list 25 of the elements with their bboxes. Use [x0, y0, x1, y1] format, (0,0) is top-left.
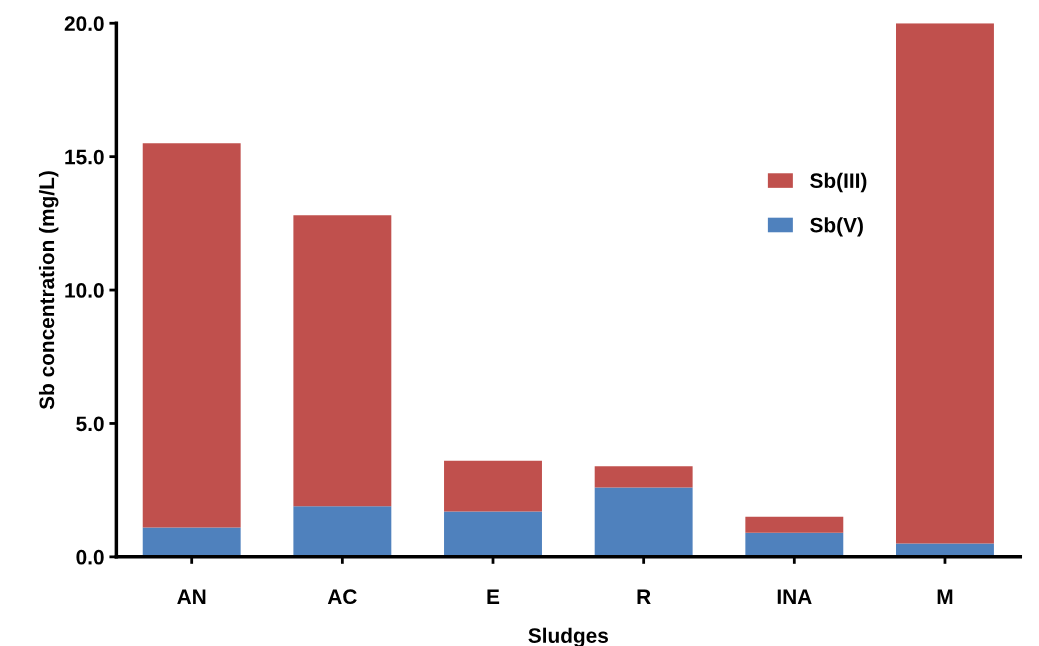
bar	[745, 532, 844, 557]
bar	[594, 487, 693, 557]
x-tick-label: AN	[177, 589, 206, 604]
bar	[896, 23, 994, 544]
bar	[745, 516, 844, 533]
y-tick-label: 0.0	[76, 549, 104, 565]
y-tick-label: 15.0	[65, 149, 104, 165]
x-tick-label: AC	[327, 589, 357, 605]
x-tick-label: E	[487, 589, 500, 604]
bar	[594, 466, 693, 488]
bar	[444, 511, 542, 557]
legend-label: Sb(III)	[810, 172, 867, 193]
x-tick-label: INA	[777, 589, 812, 604]
legend-label: Sb(V)	[810, 217, 863, 237]
y-axis-title: Sb concentration (mg/L)	[38, 171, 59, 410]
bar	[444, 460, 542, 512]
bar	[293, 506, 392, 557]
bar	[142, 527, 241, 557]
y-tick-label: 10.0	[65, 283, 104, 298]
y-tick-label: 5.0	[76, 416, 104, 432]
x-tick-label: R	[637, 589, 651, 604]
y-tick-label: 20.0	[64, 16, 104, 32]
x-tick-label: M	[937, 589, 953, 604]
bar	[142, 143, 241, 528]
bar	[293, 215, 392, 507]
